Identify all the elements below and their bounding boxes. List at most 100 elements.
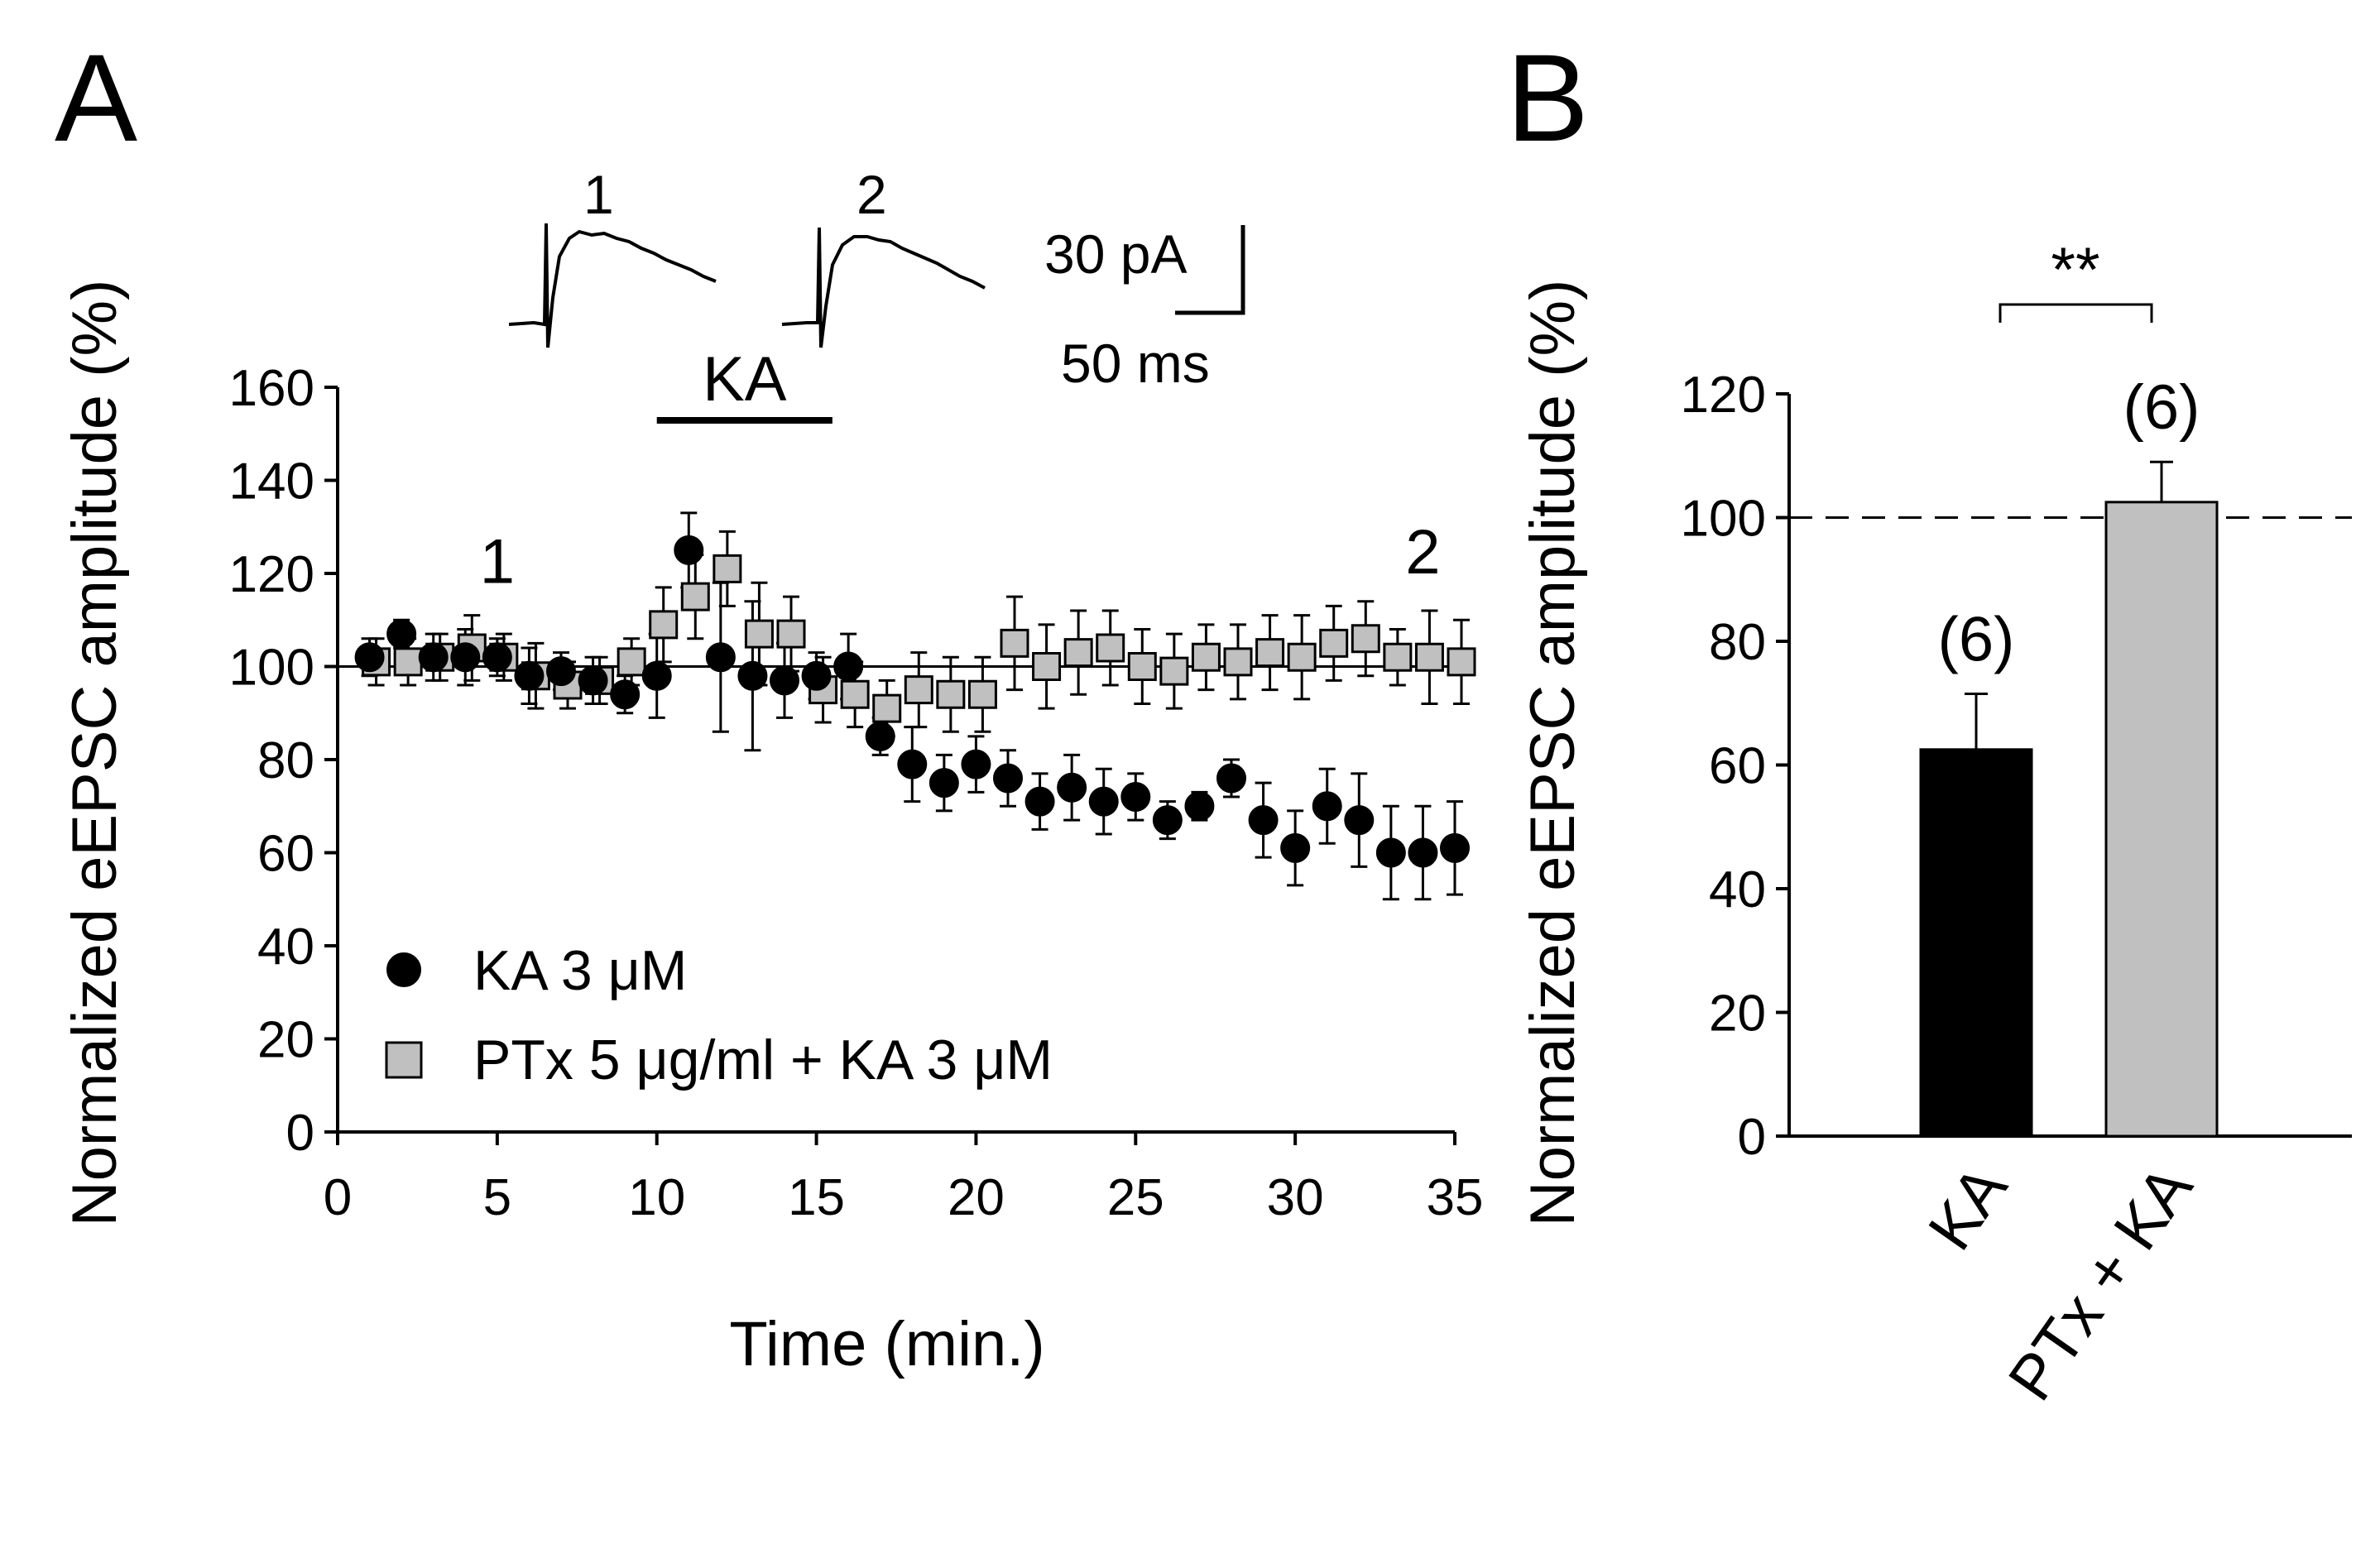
data-point-ka bbox=[1344, 805, 1375, 836]
y-tick-label: 60 bbox=[257, 826, 314, 883]
trace-label-2: 2 bbox=[857, 164, 887, 225]
scale-x-label: 50 ms bbox=[1061, 333, 1210, 394]
data-point-ka bbox=[1216, 763, 1246, 794]
data-point-ka bbox=[770, 665, 799, 696]
example-traces-inset: 1 2 30 pA 50 ms bbox=[508, 164, 1245, 394]
data-point-ka bbox=[1408, 837, 1438, 868]
data-point-ptx-ka bbox=[936, 679, 966, 709]
bar-ptx-ka bbox=[2104, 501, 2219, 1138]
trace-label-1: 1 bbox=[583, 164, 614, 225]
data-point-ptx-ka bbox=[1159, 656, 1189, 686]
data-point-ka bbox=[1312, 791, 1342, 822]
data-point-ka bbox=[1120, 782, 1151, 812]
x-axis-title-a: Time (min.) bbox=[729, 1309, 1044, 1379]
data-point-ptx-ka bbox=[1287, 642, 1317, 672]
y-tick-label: 20 bbox=[1709, 986, 1766, 1043]
significance-marker: ** bbox=[2051, 235, 2099, 305]
y-tick-label: 40 bbox=[1709, 861, 1766, 918]
trace-1 bbox=[508, 223, 717, 348]
y-tick-label: 140 bbox=[229, 453, 314, 511]
data-point-ptx-ka bbox=[744, 619, 774, 649]
data-point-ka bbox=[514, 660, 545, 691]
data-point-ka bbox=[1375, 837, 1406, 868]
x-tick-label: 25 bbox=[1107, 1169, 1164, 1226]
data-point-ka bbox=[737, 660, 768, 691]
panel-letter-b: B bbox=[1506, 28, 1589, 167]
data-point-ka bbox=[674, 535, 704, 565]
y-tick-label: 120 bbox=[229, 546, 314, 603]
data-point-ptx-ka bbox=[1414, 642, 1444, 672]
data-point-ka bbox=[546, 656, 576, 687]
x-tick-label: 20 bbox=[948, 1169, 1005, 1226]
data-point-ptx-ka bbox=[904, 675, 933, 705]
n-label: (6) bbox=[1938, 605, 2015, 675]
y-axis-title-b: Normalized eEPSC amplitude (%) bbox=[1518, 280, 1588, 1227]
legend-marker-ptx-ka bbox=[385, 1041, 423, 1079]
panel-a-scatter-chart: Normalized eEPSC amplitude (%) Time (min… bbox=[60, 164, 1483, 1379]
data-point-ptx-ka bbox=[1351, 624, 1380, 654]
data-point-ptx-ka bbox=[1447, 647, 1476, 677]
data-point-ptx-ka bbox=[1032, 652, 1062, 681]
data-point-ptx-ka bbox=[1000, 628, 1029, 658]
scale-y-label: 30 pA bbox=[1044, 223, 1187, 285]
panel-letter-a: A bbox=[55, 28, 137, 167]
y-axis-title-a: Normalized eEPSC amplitude (%) bbox=[60, 280, 130, 1227]
y-tick-label: 120 bbox=[1681, 367, 1766, 424]
data-point-ka bbox=[1248, 805, 1279, 836]
y-tick-label: 60 bbox=[1709, 738, 1766, 795]
data-point-ka bbox=[705, 642, 736, 673]
data-point-ka bbox=[482, 642, 512, 673]
data-point-ptx-ka bbox=[776, 619, 806, 649]
data-point-ptx-ka bbox=[1319, 628, 1349, 658]
x-tick-label: 35 bbox=[1427, 1169, 1484, 1226]
x-tick-label: 0 bbox=[324, 1169, 352, 1226]
data-point-ka bbox=[450, 642, 481, 673]
data-point-ptx-ka bbox=[872, 693, 902, 723]
category-label: KA bbox=[1915, 1153, 2021, 1263]
y-tick-label: 20 bbox=[257, 1012, 314, 1069]
x-tick-label: 10 bbox=[628, 1169, 685, 1226]
y-tick-label: 100 bbox=[229, 640, 314, 697]
data-point-ka bbox=[993, 763, 1023, 794]
data-point-ka bbox=[641, 660, 672, 691]
data-point-ptx-ka bbox=[1096, 633, 1125, 663]
data-point-ka bbox=[1152, 805, 1183, 836]
data-point-ptx-ka bbox=[1063, 638, 1093, 668]
y-tick-label: 100 bbox=[1681, 491, 1766, 548]
data-point-ptx-ka bbox=[1191, 642, 1221, 672]
data-point-ka bbox=[578, 665, 608, 696]
data-point-ptx-ka bbox=[1255, 638, 1285, 668]
data-point-ka bbox=[1088, 786, 1119, 817]
data-point-ka bbox=[386, 619, 417, 650]
legend-marker-ka bbox=[386, 952, 421, 987]
bar-ka bbox=[1919, 748, 2033, 1138]
data-point-ptx-ka bbox=[617, 647, 646, 677]
data-point-ka bbox=[928, 768, 959, 798]
y-tick-label: 160 bbox=[229, 360, 314, 417]
data-point-ka bbox=[961, 749, 991, 779]
data-point-ptx-ka bbox=[1127, 652, 1157, 681]
y-tick-label: 40 bbox=[257, 918, 314, 976]
data-point-ka bbox=[1024, 786, 1055, 817]
data-point-ptx-ka bbox=[967, 679, 997, 709]
data-point-ptx-ka bbox=[393, 647, 423, 677]
significance-bracket bbox=[1999, 303, 2153, 323]
data-point-ka bbox=[610, 679, 641, 710]
legend-label-ptx-ka: PTx 5 μg/ml + KA 3 μM bbox=[473, 1029, 1053, 1091]
y-tick-label: 0 bbox=[286, 1105, 314, 1162]
data-point-ptx-ka bbox=[840, 679, 870, 709]
x-tick-label: 30 bbox=[1267, 1169, 1324, 1226]
n-label: (6) bbox=[2123, 372, 2200, 443]
data-point-ptx-ka bbox=[713, 554, 742, 583]
data-point-ka bbox=[897, 749, 928, 779]
timepoint-label-2: 2 bbox=[1405, 517, 1440, 587]
timepoint-label-1: 1 bbox=[480, 526, 515, 597]
data-point-ka bbox=[1280, 832, 1311, 863]
panel-b-bar-chart: Normalized eEPSC amplitude (%) 0 20 40 60 80… bbox=[1518, 235, 2352, 1412]
data-point-ka bbox=[833, 651, 864, 682]
y-tick-label: 0 bbox=[1738, 1109, 1766, 1166]
data-point-ka bbox=[1057, 772, 1087, 803]
y-tick-label: 80 bbox=[1709, 614, 1766, 671]
data-point-ka bbox=[418, 642, 449, 673]
